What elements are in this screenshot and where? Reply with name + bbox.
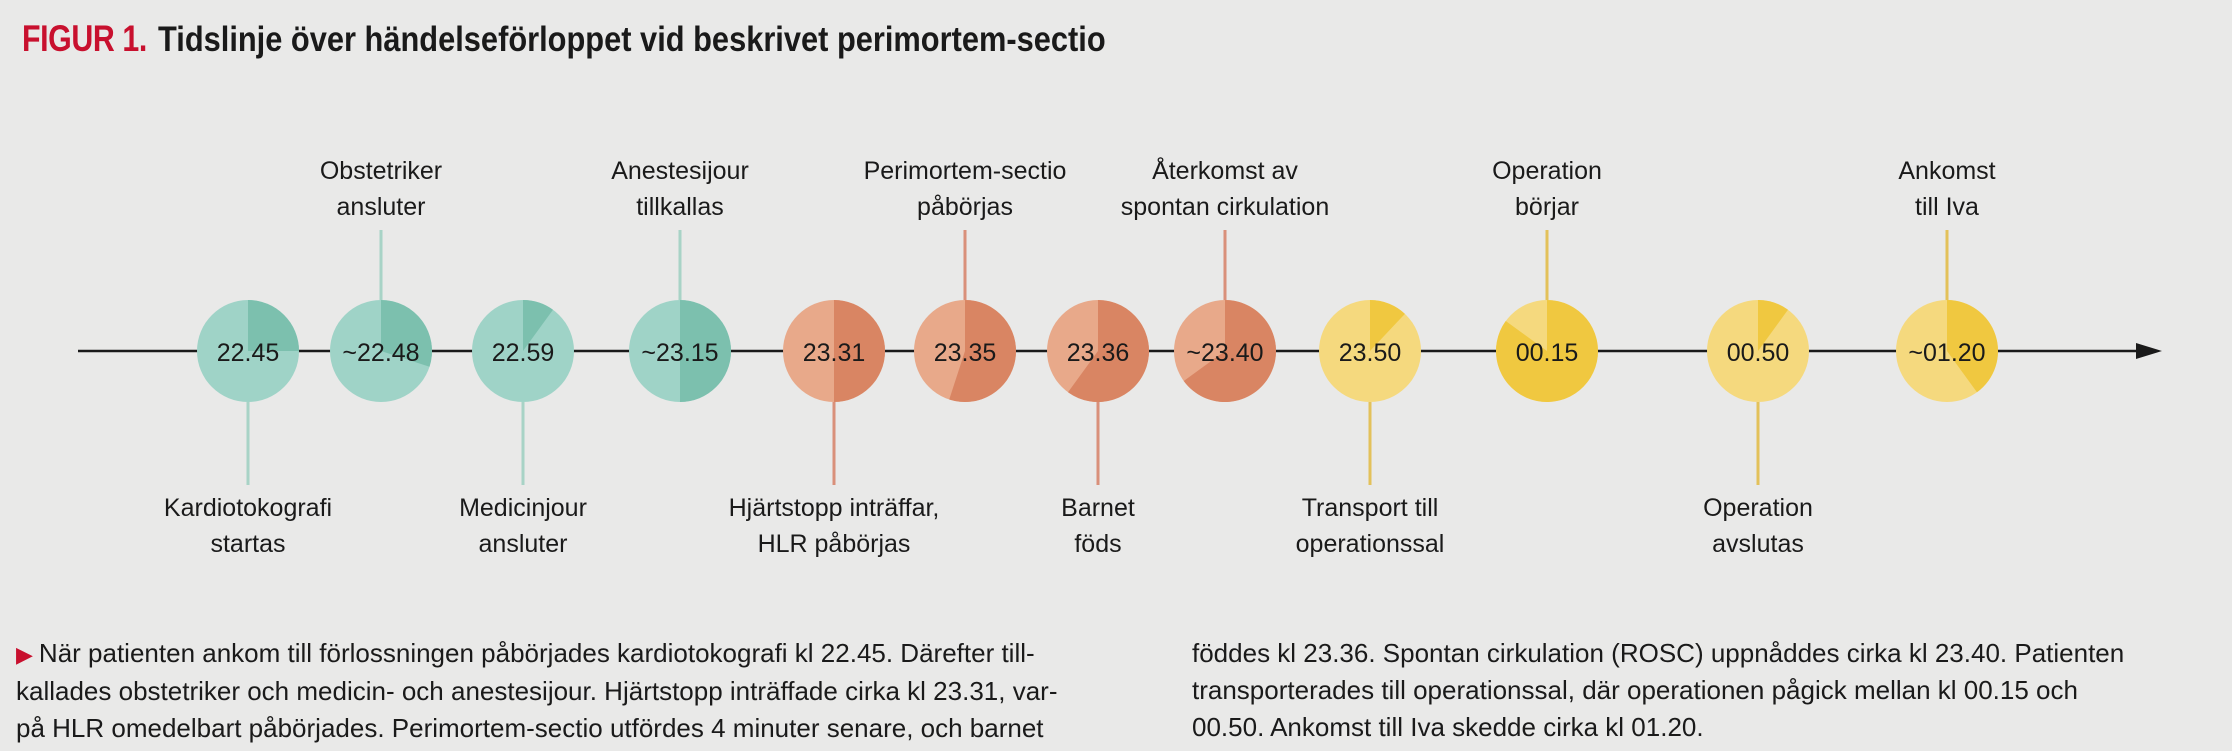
event-label: Kardiotokografi: [164, 494, 332, 522]
event-label: Medicinjour: [459, 494, 587, 522]
figure-label: FIGUR 1.: [22, 18, 147, 59]
event-node-wedge: [381, 300, 432, 367]
caption-line: kallades obstetriker och medicin- och an…: [16, 676, 1058, 706]
timeline-event: 22.45 Kardiotokografi startas: [164, 300, 332, 558]
timeline-diagram: 22.45 Kardiotokografi startas ~22.48 Obstetr…: [78, 155, 2162, 558]
event-label: avslutas: [1712, 530, 1804, 558]
event-label: ansluter: [479, 530, 568, 558]
timeline-event: ~23.40 Återkomst av spontan cirkulation: [1121, 155, 1329, 403]
event-label: spontan cirkulation: [1121, 193, 1329, 221]
caption-line: 00.50. Ankomst till Iva skedde cirka kl …: [1192, 712, 1704, 742]
event-label: börjar: [1515, 193, 1579, 221]
timeline-event: 22.59 Medicinjour ansluter: [459, 299, 587, 558]
event-time: ~22.48: [342, 339, 419, 367]
event-label: operationssal: [1296, 530, 1445, 558]
caption-line: på HLR omedelbart påbörjades. Perimortem…: [16, 713, 1044, 743]
event-label: HLR påbörjas: [758, 530, 911, 558]
event-time: ~23.15: [641, 339, 718, 367]
event-label: startas: [210, 530, 285, 558]
event-label: Transport till: [1302, 494, 1439, 522]
event-time: 00.15: [1516, 339, 1579, 367]
timeline-event: ~01.20 Ankomst till Iva: [1896, 157, 1999, 402]
timeline-event: 23.35 Perimortem-sectio påbörjas: [864, 157, 1067, 402]
event-label: Barnet: [1061, 494, 1135, 522]
event-time: 22.59: [492, 339, 555, 367]
figure-title: Tidslinje över händelseförloppet vid bes…: [158, 20, 1106, 59]
caption-marker-icon: ▶: [16, 642, 33, 667]
event-label: påbörjas: [917, 193, 1013, 221]
caption-line: transporterades till operationssal, där …: [1192, 675, 2078, 705]
timeline-event: 00.15 Operation börjar: [1492, 157, 1602, 402]
timeline-event: 23.36 Barnet föds: [1047, 300, 1149, 558]
timeline-event: ~23.15 Anestesijour tillkallas: [611, 157, 749, 402]
event-label: Återkomst av: [1152, 155, 1298, 185]
event-time: ~23.40: [1186, 339, 1263, 367]
timeline-event: 23.50 Transport till operationssal: [1296, 300, 1445, 558]
event-label: Ankomst: [1898, 157, 1995, 185]
timeline-event: 23.31 Hjärtstopp inträffar, HLR påbörjas: [729, 300, 940, 558]
event-node-wedge: [1947, 300, 1999, 393]
event-node-wedge: [1758, 300, 1788, 351]
event-time: 22.45: [217, 339, 280, 367]
event-time: 00.50: [1727, 339, 1790, 367]
event-label: föds: [1074, 530, 1121, 558]
event-time: 23.50: [1339, 339, 1402, 367]
event-time: 23.35: [934, 339, 997, 367]
event-node-wedge: [248, 300, 299, 351]
caption-left-column: ▶ När patienten ankom till förlossningen …: [16, 635, 1176, 747]
event-node-wedge: [523, 299, 553, 351]
event-label: Anestesijour: [611, 157, 749, 185]
event-time: 23.31: [803, 339, 866, 367]
event-node-wedge: [1370, 300, 1405, 351]
timeline-event: ~22.48 Obstetriker ansluter: [320, 157, 442, 402]
timeline-arrowhead: [2136, 343, 2162, 359]
event-node-wedge: [1495, 300, 1598, 402]
event-label: tillkallas: [636, 193, 724, 221]
event-label: till Iva: [1915, 193, 1979, 221]
event-time: ~01.20: [1908, 339, 1985, 367]
event-label: Perimortem-sectio: [864, 157, 1067, 185]
caption-line: föddes kl 23.36. Spontan cirkulation (RO…: [1192, 638, 2125, 668]
event-time: 23.36: [1067, 339, 1130, 367]
event-label: ansluter: [337, 193, 426, 221]
event-node-wedge: [1183, 300, 1276, 403]
event-label: Operation: [1703, 494, 1813, 522]
event-label: Obstetriker: [320, 157, 442, 185]
event-label: Operation: [1492, 157, 1602, 185]
caption-right-column: föddes kl 23.36. Spontan cirkulation (RO…: [1192, 635, 2222, 746]
caption-line: ▶ När patienten ankom till förlossningen …: [16, 638, 1035, 668]
event-node-wedge: [834, 300, 885, 402]
timeline-event: 00.50 Operation avslutas: [1703, 300, 1813, 558]
event-node-wedge: [949, 300, 1017, 402]
event-node-wedge: [1068, 300, 1149, 402]
event-label: Hjärtstopp inträffar,: [729, 494, 940, 522]
event-node-wedge: [680, 300, 731, 402]
